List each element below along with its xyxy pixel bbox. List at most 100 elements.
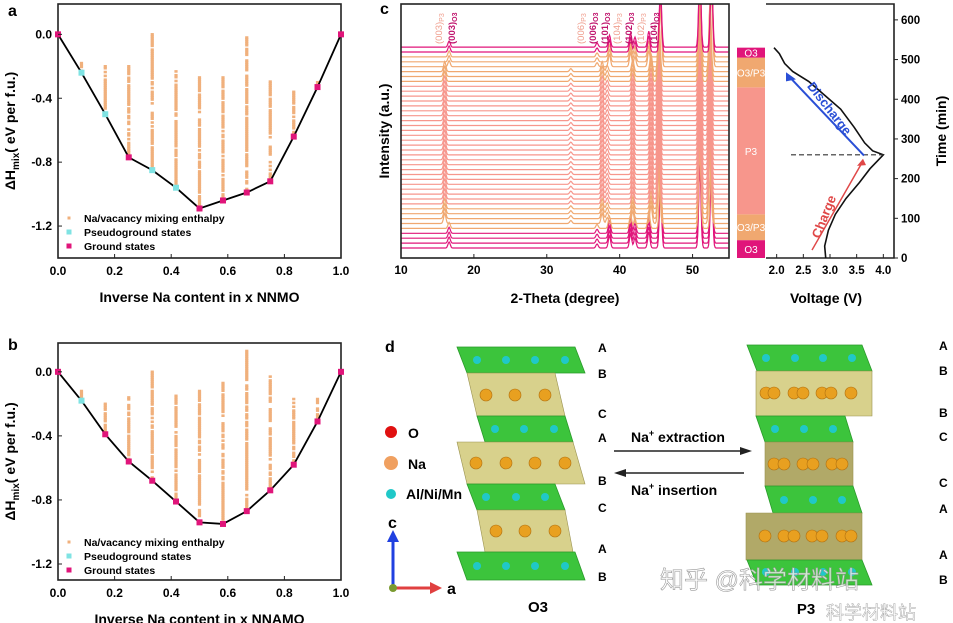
mixing-enthalpy-point [127,80,130,83]
x-tick-label: 0.8 [276,264,293,278]
legend-marker-icon [67,554,72,559]
mixing-enthalpy-point [292,127,295,130]
mixing-enthalpy-point [245,388,248,391]
mixing-enthalpy-point [127,431,130,434]
mixing-enthalpy-point [151,98,154,101]
peak-phase: O3 [605,12,612,21]
mixing-enthalpy-point [174,114,177,117]
mixing-enthalpy-point [292,398,295,401]
mixing-enthalpy-point [221,436,224,439]
y-tick-label: 0.0 [35,27,52,41]
legend-marker-icon [67,568,72,573]
xrd-trace [401,124,728,194]
o3-stacking-letter: C [598,407,607,421]
x-tick-label: 0.2 [106,264,123,278]
mixing-enthalpy-point [174,431,177,434]
mixing-enthalpy-point [292,405,295,408]
mixing-enthalpy-point [198,436,201,439]
mixing-enthalpy-point [174,466,177,469]
tm-atom [531,356,539,364]
peak-phase: P3 [641,13,648,22]
p3-structure [746,345,872,585]
ground-state-point [338,31,344,37]
ground-state-point [267,178,273,184]
xrd-trace [401,95,728,165]
mixing-enthalpy-point [269,473,272,476]
mixing-enthalpy-point [151,102,154,105]
mixing-enthalpy-point [174,80,177,83]
mixing-enthalpy-point [292,442,295,445]
p3-stacking-letter: B [939,406,948,420]
mixing-enthalpy-point [221,111,224,114]
mixing-enthalpy-point [292,102,295,105]
peak-index: (003) [447,22,458,44]
ground-state-point [338,369,344,375]
xrd-trace [401,100,728,170]
y-tick-label: -1.2 [31,557,52,571]
mixing-enthalpy-point [316,409,319,412]
mixing-enthalpy-point [127,103,130,106]
o3-stacking-letter: A [598,341,607,355]
y-axis-label: Time (min) [933,96,949,167]
mixing-enthalpy-point [221,151,224,154]
o3-stacking-letter: C [598,501,607,515]
ground-state-point [102,431,108,437]
x-tick-label: 3.0 [822,265,838,277]
peak-label: (101)O3 [600,12,612,44]
p3-stacking-letter: A [939,548,948,562]
mixing-enthalpy-point [292,448,295,451]
x-tick-label: 1.0 [333,586,350,600]
watermark: 知乎 @科学材料站 [660,567,859,594]
na-atom [500,457,512,469]
x-tick-label: 10 [394,263,408,277]
peak-label: (006)O3 [588,12,600,44]
legend-marker-icon [68,217,71,220]
mixing-enthalpy-point [245,182,248,185]
mixing-enthalpy-point [316,402,319,405]
tm-atom [502,562,510,570]
legend-marker-icon [68,541,71,544]
tm-atom [819,354,827,362]
mixing-enthalpy-point [269,454,272,457]
ground-state-point [220,197,226,203]
o3-stacking-letter: A [598,542,607,556]
y-tick-label: 300 [901,134,920,146]
xrd-trace [401,129,728,199]
na-atom [845,530,857,542]
extraction-arrowhead-icon [740,447,752,455]
p3-stacking-letter: C [939,430,948,444]
na-atom [788,530,800,542]
peak-label: (102)P3 [636,13,648,44]
mixing-enthalpy-point [245,494,248,497]
insertion-label: Na+ insertion [631,481,717,498]
tm-atom [482,493,490,501]
xrd-trace [401,56,728,126]
y-axis-label: ΔHmix( eV per f.u.) [2,72,22,190]
mixing-enthalpy-point [221,411,224,414]
mixing-enthalpy-point [269,393,272,396]
mixing-enthalpy-point [269,169,272,172]
xrd-trace [401,41,728,111]
ground-state-point [149,478,155,484]
mixing-enthalpy-point [104,408,107,411]
mixing-enthalpy-point [151,87,154,90]
tm-atom [512,493,520,501]
mixing-enthalpy-point [174,402,177,405]
xrd-trace [401,119,728,189]
mixing-enthalpy-point [198,166,201,169]
mixing-enthalpy-point [245,417,248,420]
extraction-label: Na+ extraction [631,428,725,445]
o3-structure [457,347,585,580]
legend-label: Pseudoground states [84,227,192,239]
na-atom [529,457,541,469]
xrd-trace [401,144,728,214]
mixing-enthalpy-point [151,125,154,128]
panel-b-chart: 0.0 0.2 0.4 0.6 0.8 1.0 0.0 -0.4 -0.8 -1.2 Inverse… [2,343,350,623]
ground-state-point [220,521,226,527]
mixing-enthalpy-point [245,425,248,428]
tm-atom [561,562,569,570]
mixing-enthalpy-point [221,518,224,521]
o3-title: O3 [528,599,548,616]
x-tick-label: 3.5 [849,265,866,277]
mixing-enthalpy-point [221,466,224,469]
